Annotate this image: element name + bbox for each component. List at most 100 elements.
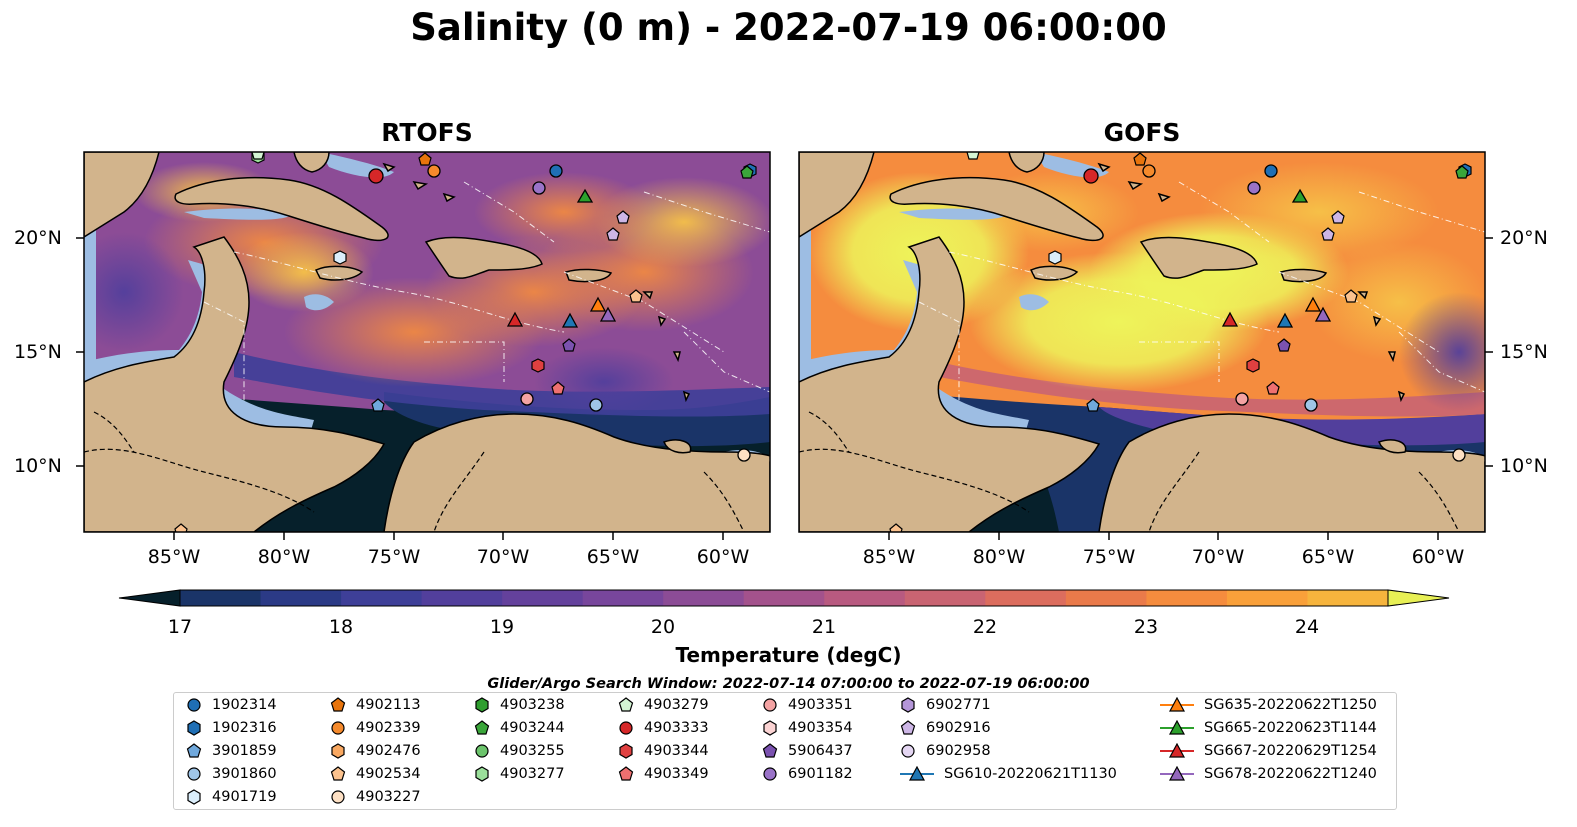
- legend-item-label: SG635-20220622T1250: [1204, 697, 1377, 713]
- lon-label-g-1: 80°W: [972, 546, 1026, 568]
- legend-item: 3901859: [186, 741, 277, 761]
- legend-item: 3901860: [186, 764, 277, 784]
- legend-item-label: 6901182: [788, 766, 853, 782]
- colorbar-cell: [663, 590, 745, 606]
- colorbar-cell: [904, 590, 986, 606]
- legend-marker-icon: [331, 721, 345, 735]
- legend-item-label: 4902534: [356, 766, 421, 782]
- legend-marker-icon: [1160, 720, 1194, 735]
- marker-6902916: [616, 210, 630, 224]
- legend-marker-icon: [763, 720, 777, 736]
- colorbar-label: Temperature (degC): [675, 643, 902, 667]
- legend-item-label: 6902771: [926, 697, 991, 713]
- colorbar-cell: [743, 590, 825, 606]
- lon-label-r-3: 70°W: [476, 546, 530, 568]
- legend-item-label: 4903333: [644, 720, 709, 736]
- legend-item: 4901719: [186, 787, 277, 807]
- lat-label-left-1: 15°N: [14, 341, 62, 363]
- lon-label-r-1: 80°W: [257, 546, 311, 568]
- legend-marker-icon: [475, 744, 489, 758]
- legend-item-label: SG610-20220621T1130: [944, 766, 1117, 782]
- rtofs-frame: [83, 151, 771, 533]
- colorbar-cell: [502, 590, 584, 606]
- legend-marker-icon: [187, 789, 201, 805]
- legend-item: 4902113: [330, 695, 421, 715]
- legend-marker-icon: [619, 743, 633, 759]
- panel-title-gofs: GOFS: [1103, 118, 1181, 147]
- legend-marker-icon: [901, 744, 915, 758]
- gofs-map: [799, 152, 1485, 532]
- legend-item-label: 3901859: [212, 743, 277, 759]
- marker-1902314: [549, 164, 563, 178]
- legend-marker-icon: [1160, 697, 1194, 712]
- figure-title: Salinity (0 m) - 2022-07-19 06:00:00: [410, 6, 1167, 49]
- legend-item: SG667-20220629T1254: [1160, 741, 1377, 761]
- gofs-markers: [889, 152, 1472, 532]
- legend-marker-icon: [187, 767, 201, 781]
- marker-4903244: [740, 165, 754, 179]
- legend-marker-icon: [618, 766, 634, 781]
- legend-marker-icon: [475, 697, 489, 713]
- colorbar-tick: 24: [1294, 616, 1320, 638]
- colorbar-tick: 22: [972, 616, 998, 638]
- legend-item-label: 1902316: [212, 720, 277, 736]
- legend-item: 4902339: [330, 718, 421, 738]
- marker-sg678: [599, 306, 617, 322]
- marker-4901719: [333, 250, 347, 265]
- legend-item: 1902316: [186, 718, 277, 738]
- legend-item: SG635-20220622T1250: [1160, 695, 1377, 715]
- legend-item-label: 4903277: [500, 766, 565, 782]
- lon-label-g-3: 70°W: [1191, 546, 1245, 568]
- legend-item: 6902916: [900, 718, 991, 738]
- legend-item: SG610-20220621T1130: [900, 764, 1117, 784]
- legend-item: 4903255: [474, 741, 565, 761]
- legend-item-label: 4903255: [500, 743, 565, 759]
- colorbar-extend-high: [1387, 589, 1450, 607]
- legend-item-label: 4902113: [356, 697, 421, 713]
- legend-marker-icon: [763, 698, 777, 712]
- legend-item: SG678-20220622T1240: [1160, 764, 1377, 784]
- colorbar-cell: [1146, 590, 1228, 606]
- tick-marks: [76, 237, 1493, 540]
- colorbar-cell: [985, 590, 1067, 606]
- colorbar-tick: 20: [650, 616, 676, 638]
- legend-item: 4903227: [330, 787, 421, 807]
- marker-5906437: [562, 338, 576, 352]
- colorbar-extend-low: [118, 589, 181, 607]
- colorbar: [118, 589, 1450, 607]
- legend-item-label: 4902476: [356, 743, 421, 759]
- lon-label-r-4: 65°W: [586, 546, 640, 568]
- marker-4903333: [368, 168, 384, 184]
- marker-sg635: [589, 296, 607, 312]
- legend-item-label: 4903279: [644, 697, 709, 713]
- legend-item: 5906437: [762, 741, 853, 761]
- legend-item: 4903354: [762, 718, 853, 738]
- legend-item: 1902314: [186, 695, 277, 715]
- legend-item: 6902771: [900, 695, 991, 715]
- colorbar-cell: [582, 590, 664, 606]
- legend-marker-icon: [475, 766, 489, 782]
- lat-label-right-0: 20°N: [1500, 227, 1548, 249]
- legend-item: 4903279: [618, 695, 709, 715]
- legend-marker-icon: [618, 697, 634, 712]
- lon-label-g-0: 85°W: [862, 546, 916, 568]
- lon-label-r-5: 60°W: [696, 546, 750, 568]
- lat-label-right-2: 10°N: [1500, 455, 1548, 477]
- lon-label-g-5: 60°W: [1411, 546, 1465, 568]
- colorbar-cell: [180, 590, 262, 606]
- colorbar-cell: [824, 590, 906, 606]
- legend-marker-icon: [1160, 766, 1194, 781]
- lon-label-g-2: 75°W: [1082, 546, 1136, 568]
- legend-item: 6901182: [762, 764, 853, 784]
- colorbar-cell: [1307, 590, 1389, 606]
- legend-item-label: 4903244: [500, 720, 565, 736]
- marker-4902339: [427, 164, 441, 178]
- legend-marker-icon: [330, 766, 346, 781]
- legend-marker-icon: [900, 766, 934, 781]
- legend-marker-icon: [186, 743, 202, 758]
- legend-marker-icon: [763, 767, 777, 781]
- colorbar-tick: 21: [811, 616, 837, 638]
- legend-title: Glider/Argo Search Window: 2022-07-14 07…: [487, 676, 1090, 692]
- legend-item-label: SG667-20220629T1254: [1204, 743, 1377, 759]
